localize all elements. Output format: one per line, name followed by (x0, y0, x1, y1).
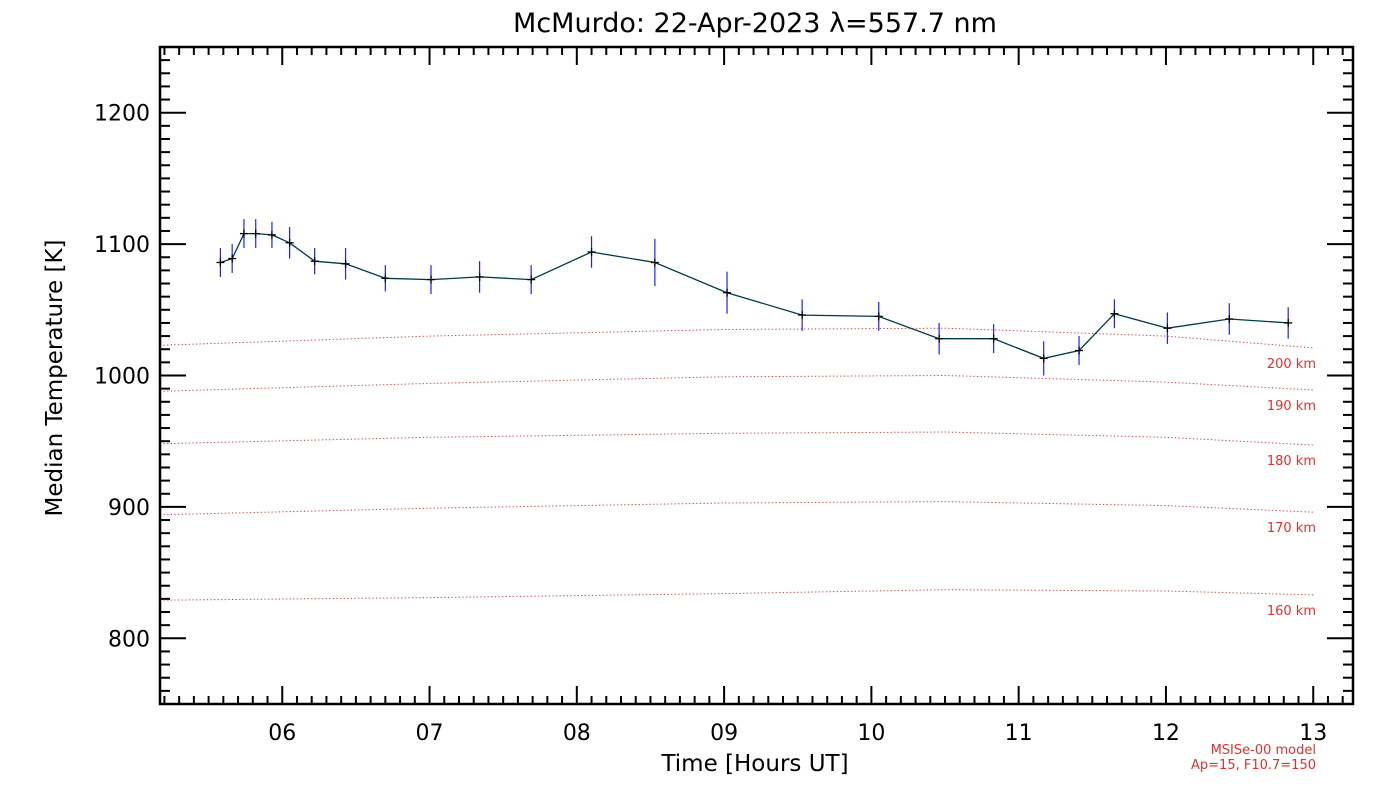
y-tick-label: 1100 (94, 233, 150, 258)
x-axis-label: Time [Hours UT] (660, 751, 848, 777)
data-point (310, 257, 319, 266)
data-point (935, 334, 944, 343)
x-tick-label: 13 (1299, 721, 1327, 746)
data-point (527, 275, 536, 284)
data-point (1110, 309, 1119, 318)
model-note-line-2: Ap=15, F10.7=150 (1191, 758, 1316, 773)
model-curve-label: 190 km (1267, 399, 1316, 414)
data-point (798, 311, 807, 320)
x-tick-label: 06 (268, 721, 296, 746)
data-point (723, 288, 732, 297)
data-point (1075, 346, 1084, 355)
y-tick-label: 1000 (94, 365, 150, 390)
x-tick-label: 09 (710, 721, 738, 746)
x-tick-label: 08 (563, 721, 591, 746)
model-curves: 160 km 170 km 180 km 190 km 200 km (159, 327, 1316, 619)
data-point (475, 272, 484, 281)
chart-title: McMurdo: 22-Apr-2023 λ=557.7 nm (513, 8, 997, 39)
data-point (1284, 318, 1293, 327)
model-curve (159, 327, 1314, 349)
data-point (267, 230, 276, 239)
y-tick-label: 1200 (94, 102, 150, 127)
data-point (1163, 324, 1172, 333)
y-tick-label: 800 (108, 627, 150, 652)
data-point (1225, 314, 1234, 323)
model-curve (159, 374, 1314, 392)
plot-frame (158, 45, 1355, 706)
y-axis-label: Median Temperature [K] (42, 240, 68, 517)
data-point (285, 238, 294, 247)
data-point (251, 229, 260, 238)
data-point (1039, 354, 1048, 363)
model-curve-label: 170 km (1267, 521, 1316, 536)
model-curve (159, 589, 1314, 601)
model-curve-label: 180 km (1267, 454, 1316, 469)
data-point (587, 247, 596, 256)
data-point (239, 229, 248, 238)
data-point (341, 259, 350, 268)
x-tick-label: 10 (857, 721, 885, 746)
y-tick-label: 900 (108, 496, 150, 521)
model-note-line-1: MSISe-00 model (1211, 743, 1316, 758)
x-tick-label: 11 (1005, 721, 1033, 746)
x-tick-label: 12 (1152, 721, 1180, 746)
data-point (228, 254, 237, 263)
data-point (381, 274, 390, 283)
series-line (220, 232, 1289, 360)
model-curve-label: 160 km (1267, 604, 1316, 619)
data-point (216, 258, 225, 267)
data-point (874, 312, 883, 321)
model-curve (159, 501, 1314, 516)
axis-ticks: 06 07 08 09 10 11 12 13 800 900 1000 1100 1200 (94, 46, 1353, 746)
data-point (989, 334, 998, 343)
model-curve-label: 200 km (1267, 357, 1316, 372)
data-point (427, 275, 436, 284)
data-point (650, 258, 659, 267)
x-tick-label: 07 (416, 721, 444, 746)
data-series (216, 219, 1293, 376)
model-curve (159, 431, 1314, 446)
